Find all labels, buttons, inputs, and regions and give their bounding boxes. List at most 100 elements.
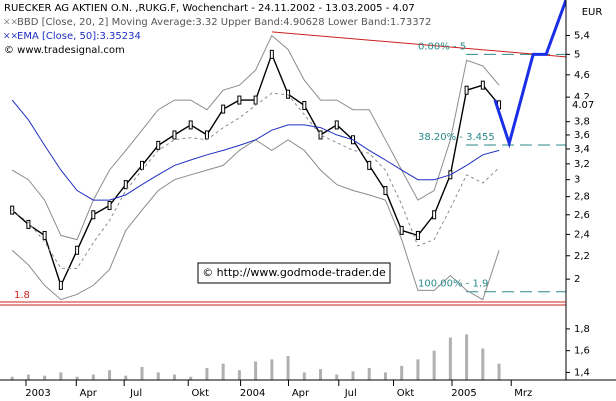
price-point: [237, 95, 242, 105]
x-tick-label: Jul: [129, 388, 142, 399]
source: © www.tradesignal.com: [4, 45, 125, 56]
legend-bbd: BBD [Close, 20, 2] Moving Average:3.32 U…: [17, 17, 431, 28]
y-tick-label: 2,2: [574, 251, 590, 262]
volume-bar: [270, 359, 274, 380]
volume-bar: [10, 376, 14, 380]
price-point: [464, 85, 469, 95]
price-point: [156, 140, 161, 150]
volume-bar: [319, 369, 323, 380]
copyright: © http://www.godmode-trader.de: [202, 266, 386, 279]
x-tick-label: Apr: [292, 388, 310, 399]
volume-bar: [205, 368, 209, 380]
price-point: [221, 104, 226, 114]
volume-bar: [351, 371, 355, 380]
y-tick-label: 2,6: [574, 210, 590, 221]
volume-bar: [481, 348, 485, 380]
volume-bar: [156, 372, 160, 380]
y-tick-label: 5: [574, 49, 580, 60]
price-point: [415, 230, 420, 240]
price-point: [302, 100, 307, 110]
price-point: [269, 49, 274, 59]
y-tick-label: 2,8: [574, 192, 590, 203]
y-tick-label: 1,6: [574, 346, 590, 357]
x-tick-label: Okt: [191, 388, 209, 399]
volume-bar: [237, 370, 241, 380]
indicator-line: [11, 99, 500, 201]
projection-line: [493, 0, 566, 149]
y-tick-label: 1,8: [574, 324, 590, 335]
y-tick-label: 3: [574, 175, 580, 186]
volume-bar: [172, 374, 176, 380]
volume-bar: [302, 372, 306, 380]
price-point: [253, 95, 258, 105]
x-tick-label: Mrz: [514, 388, 532, 399]
price-point: [75, 245, 80, 255]
price-point: [172, 130, 177, 140]
fib-label: 0.00% - 5: [418, 41, 466, 52]
price-point: [188, 120, 193, 130]
price-point: [58, 280, 63, 290]
price-point: [107, 201, 112, 211]
last-price-box: [568, 98, 602, 111]
price-point: [42, 230, 47, 240]
price-point: [286, 89, 291, 99]
volume-bar: [59, 372, 63, 380]
price-point: [480, 80, 485, 90]
y-tick-label: 2,4: [574, 229, 590, 240]
price-point: [140, 160, 145, 170]
volume-bar: [400, 365, 404, 380]
volume-bar: [140, 366, 144, 380]
y-tick-label: 2: [574, 274, 580, 285]
volume-bar: [286, 356, 290, 380]
volume-bar: [335, 374, 339, 380]
y-tick-label: 1,4: [574, 367, 590, 378]
volume-bar: [448, 337, 452, 380]
price-point: [399, 225, 404, 235]
x-tick-label: Apr: [80, 388, 98, 399]
volume-bar: [367, 368, 371, 380]
volume-bar: [43, 375, 47, 380]
volume-bar: [383, 372, 387, 380]
chart-title: RUECKER AG AKTIEN O.N. ,RUKG.F, Wochench…: [4, 3, 415, 14]
fib-label: 38.20% - 3.455: [418, 132, 495, 143]
price-point: [91, 210, 96, 220]
price-point: [123, 180, 128, 190]
price-point: [432, 210, 437, 220]
layers: ⨯⨯ ⨯⨯: [3, 0, 566, 380]
volume-bar: [465, 334, 469, 380]
volume-bar: [124, 375, 128, 380]
copyright-box: [197, 262, 391, 284]
volume-bar: [108, 370, 112, 380]
y-tick-label: 3,8: [574, 117, 590, 128]
x-tick-label: 2004: [240, 388, 265, 399]
fib-label: 100.00% - 1.9: [418, 279, 488, 290]
y-tick-label: 4,2: [574, 92, 590, 103]
x-tick-label: 2005: [451, 388, 476, 399]
price-point: [10, 205, 15, 215]
y-tick-label: 3,2: [574, 159, 590, 170]
volume-bar: [497, 363, 501, 380]
volume-bar: [75, 376, 79, 380]
trend-line: [271, 31, 566, 58]
price-point: [204, 130, 209, 140]
volume-bar: [189, 376, 193, 380]
indicator-line: [11, 92, 500, 269]
x-tick-label: 2003: [25, 388, 50, 399]
projection-layer: [493, 0, 566, 149]
legend-marker: ⨯⨯: [3, 18, 18, 28]
volume-bar: [254, 361, 258, 380]
currency: EUR: [582, 7, 603, 18]
price-point: [26, 219, 31, 229]
y-tick-label: 4,6: [574, 70, 590, 81]
price-pane: [10, 31, 566, 301]
last-price: 4.07: [572, 100, 594, 111]
x-tick-label: Okt: [397, 388, 415, 399]
support-label: 1.8: [14, 290, 30, 301]
volume-bar: [91, 374, 95, 380]
y-tick-label: 3,6: [574, 130, 590, 141]
price-point: [383, 186, 388, 196]
legend-ema: EMA [Close, 50]:3.35234: [17, 31, 141, 42]
y-tick-label: 5,4: [574, 30, 590, 41]
